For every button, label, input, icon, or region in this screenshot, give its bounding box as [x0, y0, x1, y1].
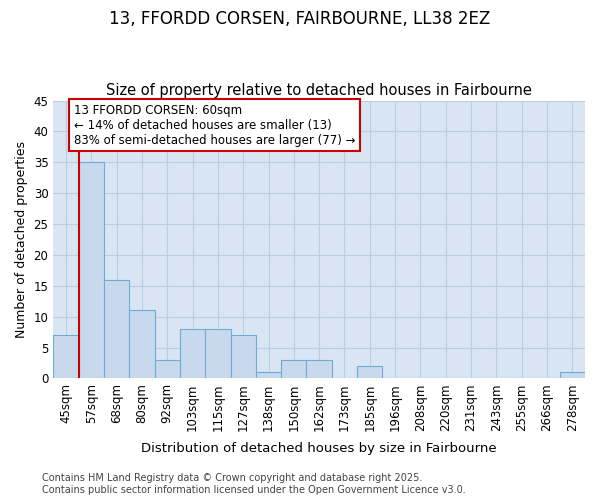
Bar	[256, 372, 281, 378]
Bar	[230, 335, 256, 378]
Y-axis label: Number of detached properties: Number of detached properties	[15, 141, 28, 338]
Text: 13, FFORDD CORSEN, FAIRBOURNE, LL38 2EZ: 13, FFORDD CORSEN, FAIRBOURNE, LL38 2EZ	[109, 10, 491, 28]
Bar	[307, 360, 332, 378]
Bar	[53, 335, 79, 378]
Bar	[281, 360, 307, 378]
Bar	[155, 360, 180, 378]
Title: Size of property relative to detached houses in Fairbourne: Size of property relative to detached ho…	[106, 83, 532, 98]
X-axis label: Distribution of detached houses by size in Fairbourne: Distribution of detached houses by size …	[142, 442, 497, 455]
Bar	[357, 366, 382, 378]
Bar	[104, 280, 129, 378]
Bar	[180, 329, 205, 378]
Text: Contains HM Land Registry data © Crown copyright and database right 2025.
Contai: Contains HM Land Registry data © Crown c…	[42, 474, 466, 495]
Bar	[560, 372, 585, 378]
Text: 13 FFORDD CORSEN: 60sqm
← 14% of detached houses are smaller (13)
83% of semi-de: 13 FFORDD CORSEN: 60sqm ← 14% of detache…	[74, 104, 355, 146]
Bar	[129, 310, 155, 378]
Bar	[205, 329, 230, 378]
Bar	[79, 162, 104, 378]
